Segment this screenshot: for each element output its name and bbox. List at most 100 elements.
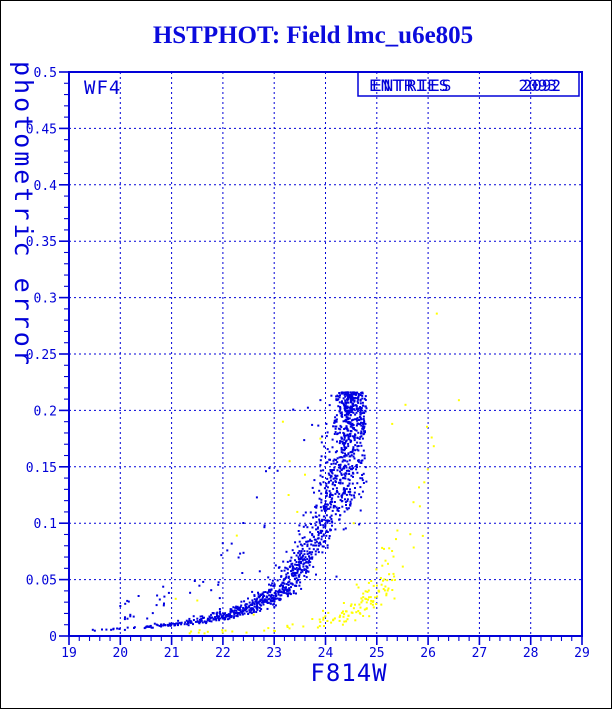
data-point-yellow — [364, 590, 367, 593]
data-point-blue — [339, 467, 342, 470]
data-point-blue — [349, 451, 352, 454]
data-point-blue — [352, 404, 355, 407]
data-point-blue — [326, 477, 329, 480]
data-point-blue — [348, 473, 351, 475]
data-point-yellow — [371, 603, 374, 606]
y-tick-label: 0.1 — [34, 517, 57, 532]
data-point-blue — [349, 421, 352, 424]
data-point-yellow — [393, 579, 396, 581]
data-point-blue-outlier — [263, 526, 266, 529]
data-point-blue — [299, 553, 302, 556]
data-point-blue — [163, 624, 165, 626]
data-point-blue — [288, 588, 291, 591]
data-point-blue — [192, 615, 195, 618]
data-point-yellow — [387, 562, 389, 565]
data-point-blue — [255, 599, 258, 601]
data-point-blue — [346, 500, 349, 503]
data-point-blue — [356, 445, 359, 448]
data-point-blue — [248, 601, 251, 604]
data-point-blue — [340, 415, 343, 418]
data-point-blue — [268, 583, 270, 586]
y-tick-label: 0.45 — [26, 122, 57, 137]
data-point-blue — [294, 541, 297, 544]
data-point-blue — [294, 568, 297, 570]
data-point-blue — [359, 461, 362, 464]
data-point-blue — [335, 418, 338, 421]
data-point-blue — [346, 409, 349, 412]
data-point-blue — [346, 393, 349, 396]
data-point-blue — [322, 526, 325, 529]
data-point-blue — [259, 598, 262, 601]
data-point-blue — [285, 573, 288, 576]
data-point-blue-outlier — [268, 467, 271, 470]
data-point-blue — [221, 617, 224, 620]
data-point-blue — [334, 419, 337, 422]
data-point-blue — [362, 472, 365, 475]
data-point-blue — [347, 417, 349, 420]
data-point-blue — [261, 600, 264, 603]
data-point-blue — [286, 568, 289, 571]
data-point-blue — [261, 597, 264, 600]
data-point-blue — [347, 401, 350, 404]
data-point-blue — [233, 615, 236, 618]
data-point-blue — [362, 428, 365, 431]
data-point-blue — [319, 469, 322, 472]
data-point-blue — [292, 566, 294, 569]
data-point-blue — [326, 546, 329, 549]
data-point-yellow — [391, 550, 394, 552]
data-point-blue — [352, 393, 355, 396]
data-point-blue — [343, 446, 346, 448]
data-point-blue — [357, 401, 360, 404]
data-point-blue — [346, 411, 349, 414]
data-point-yellow-outlier — [404, 403, 407, 406]
data-point-blue — [341, 460, 344, 463]
data-point-blue — [320, 441, 323, 444]
data-point-blue — [301, 559, 304, 562]
data-point-blue — [319, 524, 322, 526]
data-point-blue-outlier — [132, 615, 135, 618]
data-point-blue — [248, 609, 251, 612]
data-point-blue — [290, 572, 293, 575]
data-point-blue — [276, 597, 279, 600]
data-point-blue — [363, 412, 366, 414]
data-point-blue — [293, 577, 296, 580]
data-point-blue — [322, 534, 325, 537]
data-point-blue — [238, 611, 241, 614]
data-point-blue — [344, 395, 347, 398]
data-point-blue — [253, 602, 256, 605]
data-point-blue — [353, 435, 356, 438]
data-point-blue — [334, 427, 337, 430]
data-point-blue — [325, 485, 328, 487]
data-point-blue — [364, 410, 367, 413]
data-point-yellow — [377, 589, 380, 592]
data-point-blue — [353, 437, 356, 440]
data-point-blue — [326, 431, 329, 434]
x-tick-label: 27 — [472, 646, 488, 661]
data-point-blue — [335, 506, 338, 509]
data-point-blue — [301, 537, 304, 540]
data-point-blue-outlier — [202, 580, 205, 583]
data-point-blue — [358, 437, 361, 440]
data-point-blue — [360, 432, 362, 435]
data-point-blue — [340, 411, 343, 414]
data-point-blue-outlier — [242, 522, 245, 524]
data-point-blue — [320, 498, 323, 501]
data-point-blue — [365, 407, 368, 410]
data-point-yellow-outlier — [235, 534, 238, 537]
data-point-blue — [351, 402, 354, 405]
data-point-blue — [280, 591, 283, 593]
data-point-yellow — [362, 615, 365, 617]
data-point-blue — [343, 459, 346, 462]
data-point-blue — [281, 588, 284, 590]
data-point-blue — [192, 623, 194, 626]
data-point-blue — [309, 539, 312, 542]
data-point-blue — [303, 568, 306, 571]
data-point-blue — [266, 607, 269, 610]
data-point-blue — [206, 619, 209, 622]
data-point-blue — [318, 521, 321, 524]
data-point-blue — [347, 394, 350, 397]
data-point-blue — [353, 452, 356, 455]
data-point-yellow — [418, 486, 420, 489]
data-point-blue — [153, 622, 156, 625]
data-point-blue — [347, 463, 350, 466]
